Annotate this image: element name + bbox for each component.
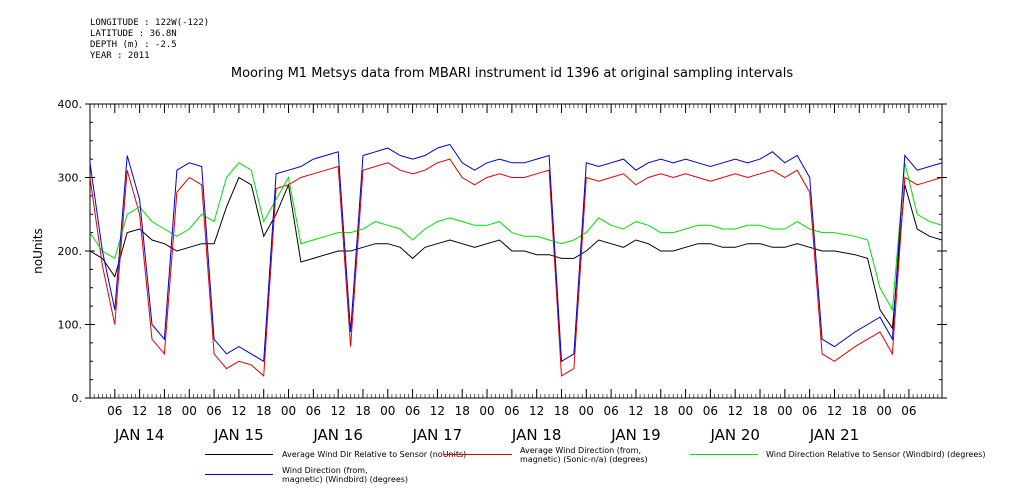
x-tick-label: 06: [603, 404, 618, 418]
legend-swatch-3: [690, 454, 758, 455]
y-tick-label: 100.: [58, 319, 83, 332]
x-tick-label: 06: [306, 404, 321, 418]
x-tick-label: 00: [182, 404, 197, 418]
x-tick-label: 18: [256, 404, 271, 418]
x-tick-label: 06: [107, 404, 122, 418]
x-tick-label: 00: [678, 404, 693, 418]
x-tick-label: 00: [876, 404, 891, 418]
y-axis-label: noUnits: [31, 228, 45, 274]
y-tick-label: 0.: [72, 392, 83, 405]
year-text: YEAR : 2011: [90, 51, 150, 61]
series-line-4: [90, 143, 942, 363]
x-day-label: JAN 14: [114, 426, 165, 444]
x-day-label: JAN 16: [312, 426, 363, 444]
legend-label-2: Average Wind Direction (from, magnetic) …: [520, 446, 648, 464]
x-day-label: JAN 17: [412, 426, 463, 444]
x-tick-label: 18: [554, 404, 569, 418]
x-tick-label: 12: [728, 404, 743, 418]
series-line-1: [90, 176, 942, 330]
x-tick-label: 00: [479, 404, 494, 418]
x-tick-label: 18: [752, 404, 767, 418]
metadata-block: LONGITUDE : 122W(-122) LATITUDE : 36.8N …: [90, 18, 209, 62]
y-tick-label: 400.: [58, 98, 83, 111]
x-tick-label: 00: [777, 404, 792, 418]
x-tick-label: 06: [504, 404, 519, 418]
x-day-label: JAN 19: [610, 426, 661, 444]
legend-swatch-2: [444, 454, 512, 455]
legend-swatch-1: [205, 454, 273, 455]
legend-label-1: Average Wind Dir Relative to Sensor (noU…: [282, 450, 467, 459]
latitude-text: LATITUDE : 36.8N: [90, 29, 177, 39]
x-tick-label: 18: [157, 404, 172, 418]
x-tick-label: 18: [455, 404, 470, 418]
x-tick-label: 12: [430, 404, 445, 418]
x-tick-label: 06: [405, 404, 420, 418]
chart-title: Mooring M1 Metsys data from MBARI instru…: [230, 66, 794, 81]
x-tick-label: 00: [579, 404, 594, 418]
legend-label-3: Wind Direction Relative to Sensor (Windb…: [766, 450, 986, 459]
x-tick-label: 06: [703, 404, 718, 418]
x-tick-label: 12: [331, 404, 346, 418]
depth-text: DEPTH (m) : -2.5: [90, 40, 177, 50]
x-day-label: JAN 21: [809, 426, 860, 444]
y-tick-label: 300.: [58, 172, 83, 185]
x-tick-label: 06: [206, 404, 221, 418]
x-tick-label: 12: [132, 404, 147, 418]
legend-label-4: Wind Direction (from, magnetic) (Windbir…: [282, 466, 409, 484]
x-tick-label: 00: [380, 404, 395, 418]
x-tick-label: 06: [802, 404, 817, 418]
x-tick-label: 12: [628, 404, 643, 418]
legend-swatch-4: [205, 474, 273, 475]
x-tick-label: 06: [901, 404, 916, 418]
x-day-label: JAN 18: [511, 426, 562, 444]
x-day-label: JAN 15: [213, 426, 264, 444]
x-tick-label: 18: [653, 404, 668, 418]
x-tick-label: 00: [281, 404, 296, 418]
longitude-text: LONGITUDE : 122W(-122): [90, 18, 210, 28]
x-tick-label: 12: [231, 404, 246, 418]
x-tick-label: 18: [355, 404, 370, 418]
x-tick-label: 18: [852, 404, 867, 418]
series-line-3: [90, 162, 942, 312]
y-tick-label: 200.: [58, 245, 83, 258]
x-tick-label: 12: [827, 404, 842, 418]
series-line-2: [90, 158, 942, 377]
x-day-label: JAN 20: [709, 426, 760, 444]
x-tick-label: 12: [529, 404, 544, 418]
